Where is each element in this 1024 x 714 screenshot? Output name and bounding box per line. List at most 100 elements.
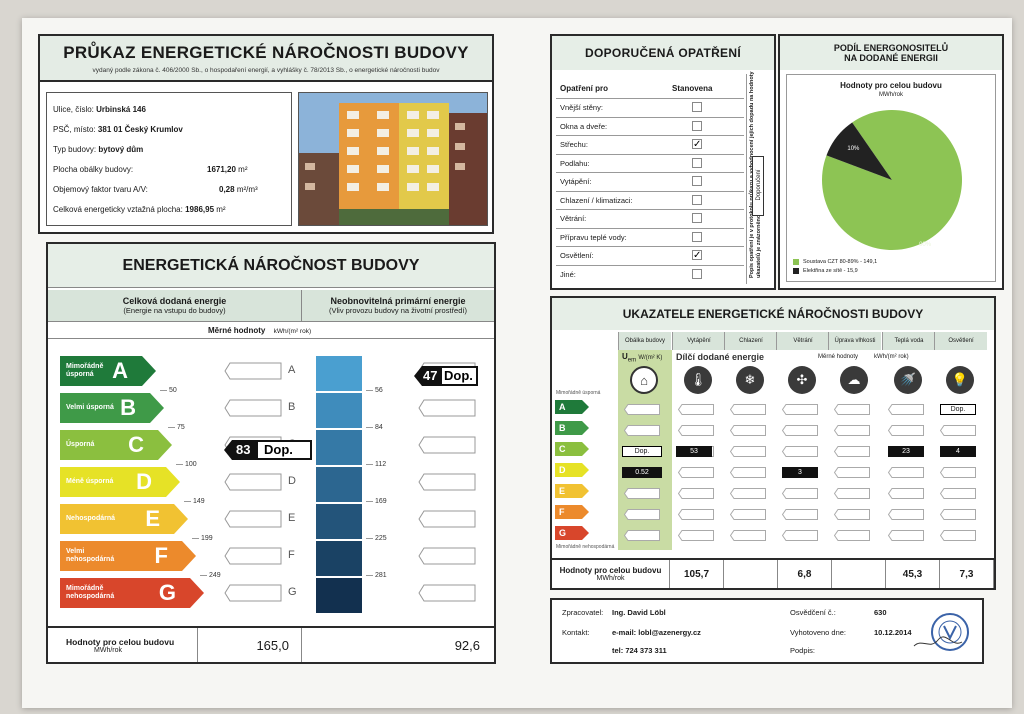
class-arrow-a: Mimořádně úsporná A: [60, 356, 156, 386]
area-label: Plocha obálky budovy:: [53, 165, 134, 174]
measure-checkbox[interactable]: [692, 194, 702, 205]
indicator-slot: [730, 530, 766, 541]
area-unit: m²: [238, 165, 248, 174]
mini-class-d: D: [555, 463, 589, 477]
delivered-slot-b: [224, 399, 282, 417]
indicator-total-cell: [832, 560, 886, 588]
uem-unit: W/(m² K): [638, 355, 663, 361]
measure-checkbox[interactable]: [692, 231, 702, 242]
mini-class-e: E: [555, 484, 589, 498]
legend-item: Elektřina ze sítě - 15,9: [793, 268, 877, 274]
measure-checkbox[interactable]: [692, 102, 702, 112]
heated-unit: m²: [216, 205, 226, 214]
class-letter: B: [120, 395, 136, 420]
primary-threshold: — 56: [366, 387, 383, 394]
indicator-col-header: Chlazení: [724, 332, 777, 350]
share-pie-chart: 90% 10%: [822, 110, 962, 251]
uem-rating-tag: Dop.: [622, 446, 662, 457]
legend-label: Elektřina ze sítě - 15,9: [803, 268, 858, 274]
partial-unit-label: Měrné hodnoty: [818, 354, 859, 360]
legend-swatch: [793, 259, 799, 265]
indicator-slot: [834, 488, 870, 499]
street-label: Ulice, číslo:: [53, 105, 94, 114]
psc-value: 381 01 Český Krumlov: [97, 125, 183, 134]
primary-band-d: [316, 467, 362, 502]
class-label: Mimořádně úsporná: [66, 363, 104, 378]
cert-label: Osvědčení č.:: [790, 608, 836, 617]
total-delivered: 165,0: [198, 628, 302, 662]
contact-email[interactable]: e-mail: lobl@azenergy.cz: [612, 628, 701, 637]
measure-label: Okna a dveře:: [560, 121, 608, 131]
contact-label: Kontakt:: [562, 628, 590, 637]
pie-label-1: 10%: [847, 146, 860, 152]
measure-checkbox[interactable]: [692, 157, 702, 168]
indicator-total-cell: [724, 560, 778, 588]
class-label: Mimořádně nehospodárná: [66, 585, 115, 600]
indicator-slot: [888, 509, 924, 520]
indicator-slot: [888, 404, 924, 415]
measure-checkbox[interactable]: ✓: [692, 250, 702, 261]
type-value: bytový dům: [98, 145, 144, 154]
delivered-slot-e: [224, 510, 282, 528]
class-arrow-d: Méně úsporná D: [60, 467, 180, 497]
street-value: Urbinská 146: [96, 105, 146, 114]
delivered-slot-letter: E: [288, 512, 296, 524]
class-letter: D: [136, 469, 152, 494]
indicator-slot: [940, 488, 976, 499]
measure-checkbox[interactable]: [692, 176, 702, 186]
indicator-slot: [782, 404, 818, 415]
measures-title: DOPORUČENÁ OPATŘENÍ: [552, 36, 774, 70]
delivered-threshold: — 249: [200, 572, 221, 579]
indicator-slot: [834, 446, 870, 457]
indicator-slot: [624, 509, 660, 520]
indicator-slot: [782, 530, 818, 541]
measure-checkbox[interactable]: [692, 120, 702, 131]
indicator-slot: [834, 404, 870, 415]
ind-top-label: Mimořádně úsporná: [556, 390, 601, 396]
class-label: Nehospodárná: [66, 515, 116, 522]
title-header: PRŮKAZ ENERGETICKÉ NÁROČNOSTI BUDOVY vyd…: [40, 36, 492, 82]
class-arrow-f: Velmi nehospodárná F: [60, 541, 196, 571]
mini-class-g: G: [555, 526, 589, 540]
mini-class-a: A: [555, 400, 589, 414]
measure-checkbox[interactable]: [692, 268, 702, 279]
unit-row: Měrné hodnoty kWh/(m² rok): [208, 326, 311, 335]
processor-name: Ing. David Löbl: [612, 608, 666, 617]
measure-row: Jiné:: [556, 264, 744, 283]
total-primary: 92,6: [454, 637, 480, 653]
measure-row: Přípravu teplé vody:: [556, 227, 744, 246]
measure-label: Osvětlení:: [560, 251, 594, 260]
share-title-line1: PODÍL ENERGONOSITELŮ: [833, 43, 949, 53]
delivered-rating-marker: 83 Dop.: [224, 440, 312, 460]
ind-bottom-label: Mimořádně nehospodárná: [556, 544, 615, 550]
indicator-slot: [678, 488, 714, 499]
contact-phone[interactable]: tel: 724 373 311: [612, 646, 667, 655]
certificate-sheet: PRŮKAZ ENERGETICKÉ NÁROČNOSTI BUDOVY vyd…: [22, 18, 1012, 708]
indicator-slot: [624, 404, 660, 415]
delivered-slot-letter: B: [288, 401, 296, 413]
cert-number: 630: [874, 608, 887, 617]
measure-row: Větrání:: [556, 209, 744, 227]
indicator-slot: [678, 467, 714, 478]
delivered-slot-letter: A: [288, 364, 296, 376]
indicator-slot: [678, 530, 714, 541]
snowflake-icon: ❄: [736, 366, 764, 394]
measures-col-for: Opatření pro: [560, 84, 609, 93]
document-title: PRŮKAZ ENERGETICKÉ NÁROČNOSTI BUDOVY: [63, 42, 469, 62]
measure-label: Vytápění:: [560, 177, 592, 186]
indicator-slot: [834, 530, 870, 541]
indicator-slot: [782, 446, 818, 457]
indicator-col-header: Vytápění: [672, 332, 725, 350]
share-panel: PODÍL ENERGONOSITELŮ NA DODANÉ ENERGII H…: [778, 34, 1004, 290]
indicator-slot: [940, 425, 976, 436]
class-arrow-g: Mimořádně nehospodárná G: [60, 578, 204, 608]
measure-label: Podlahu:: [560, 158, 590, 168]
delivered-slot-d: [224, 473, 282, 491]
mini-class-b: B: [555, 421, 589, 435]
delivered-slot-letter: G: [288, 586, 297, 598]
indicator-col-header: Obálka budovy: [618, 332, 671, 350]
measure-checkbox[interactable]: ✓: [692, 139, 702, 150]
measure-checkbox[interactable]: [692, 213, 702, 223]
ventilation-marker: 3: [782, 467, 818, 478]
indicator-slot: [730, 425, 766, 436]
